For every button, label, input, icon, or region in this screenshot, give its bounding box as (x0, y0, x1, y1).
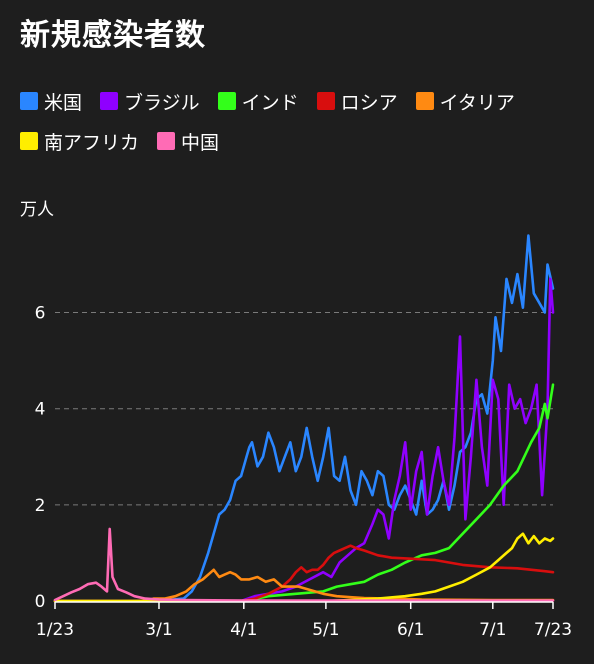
series-line (53, 544, 555, 603)
y-tick-label: 6 (35, 304, 46, 324)
grid-layer (55, 312, 553, 506)
legend-label: ロシア (340, 91, 398, 114)
axis-layer: 0 2 4 6 1/23 3/1 4/1 5/1 6/1 7/1 7/23 (35, 304, 573, 640)
series-line (53, 527, 555, 602)
x-tick-label: 7/1 (479, 620, 506, 640)
legend-label: インド (241, 91, 299, 114)
legend-item: 南アフリカ (20, 128, 139, 155)
legend-swatch (415, 92, 434, 110)
legend-item: ロシア (316, 88, 398, 115)
x-tick-label: 3/1 (145, 620, 172, 640)
legend-label: 中国 (181, 131, 220, 154)
series-line (53, 532, 555, 603)
legend-item: イタリア (415, 88, 515, 115)
legend-item: インド (217, 88, 299, 115)
x-tick-label: 1/23 (36, 620, 74, 640)
legend-swatch (316, 92, 335, 110)
legend-row: 南アフリカ 中国 (20, 128, 580, 154)
y-tick-label: 4 (35, 400, 46, 420)
legend-item: ブラジル (100, 88, 200, 115)
series-layer (53, 234, 555, 603)
legend-item: 中国 (157, 128, 219, 155)
series-line (53, 234, 555, 603)
y-tick-label: 2 (35, 496, 46, 516)
legend-swatch (157, 132, 176, 150)
x-tick-label: 4/1 (230, 620, 257, 640)
x-tick-label: 5/1 (312, 620, 339, 640)
legend-label: ブラジル (124, 91, 200, 114)
series-line (53, 277, 555, 603)
legend-label: イタリア (439, 91, 515, 114)
legend: 米国 ブラジル インド ロシア イタリア南アフリカ 中国 (20, 88, 580, 168)
legend-row: 米国 ブラジル インド ロシア イタリア (20, 88, 580, 114)
series-line (53, 568, 555, 603)
legend-label: 米国 (44, 91, 83, 114)
legend-swatch (217, 92, 236, 110)
legend-item: 米国 (20, 88, 82, 115)
legend-swatch (100, 92, 119, 110)
page-title: 新規感染者数 (20, 18, 206, 53)
legend-swatch (20, 92, 38, 110)
x-tick-label: 7/23 (534, 620, 572, 640)
legend-label: 南アフリカ (44, 131, 140, 154)
y-axis-unit-label: 万人 (20, 200, 54, 220)
x-tick-label: 6/1 (397, 620, 424, 640)
y-tick-label: 0 (35, 592, 46, 612)
legend-swatch (20, 132, 38, 150)
